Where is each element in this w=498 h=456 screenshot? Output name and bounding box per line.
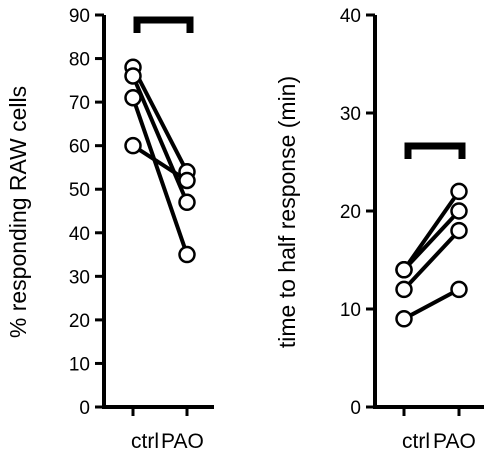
y-tick-label: 80 xyxy=(69,50,90,71)
data-point xyxy=(395,261,413,279)
category-label-pao: PAO xyxy=(433,430,476,453)
y-tick-label: 50 xyxy=(69,180,90,201)
series-line xyxy=(402,190,461,271)
data-point xyxy=(450,221,468,240)
data-point xyxy=(178,171,196,190)
y-tick-label: 30 xyxy=(340,104,361,125)
data-point xyxy=(450,280,468,299)
y-tick-label: 40 xyxy=(340,6,361,27)
series-line xyxy=(402,209,461,272)
data-point xyxy=(395,280,413,299)
y-tick-label: 20 xyxy=(69,311,90,332)
category-label-ctrl: ctrl xyxy=(402,430,430,453)
y-tick-label: 70 xyxy=(69,93,90,114)
series-line xyxy=(131,66,189,173)
data-point xyxy=(395,310,413,328)
data-point xyxy=(124,136,142,155)
series-line xyxy=(131,143,189,183)
data-point xyxy=(178,193,196,212)
y-tick-label: 0 xyxy=(350,398,361,419)
data-point xyxy=(450,202,468,220)
significance-bracket xyxy=(133,16,194,33)
y-axis-title: % responding RAW cells xyxy=(5,86,31,338)
y-tick-label: 10 xyxy=(340,300,361,321)
chart-panel-left: 0 10 20 30 40 50 60 70 80 90 ctrl PAO % responding R… xyxy=(5,6,214,453)
y-tick-label: 10 xyxy=(69,354,90,375)
y-tick-label: 20 xyxy=(340,202,361,223)
y-tick-label: 0 xyxy=(79,398,90,419)
y-tick-label: 90 xyxy=(69,6,90,27)
significance-bracket xyxy=(404,142,466,159)
chart-panel-right: 0 10 20 30 40 ctrl PAO time to half response (m… xyxy=(274,6,484,453)
data-point xyxy=(178,245,196,264)
category-label-pao: PAO xyxy=(161,430,204,453)
series-line xyxy=(403,287,460,321)
y-tick-label: 30 xyxy=(69,267,90,288)
data-point xyxy=(124,89,142,107)
data-point xyxy=(124,67,142,85)
y-tick-label: 40 xyxy=(69,224,90,245)
series-line xyxy=(131,97,189,256)
series-line xyxy=(402,229,461,291)
data-point xyxy=(450,182,468,201)
y-axis-title: time to half response (min) xyxy=(274,76,300,348)
y-tick-label: 60 xyxy=(69,137,90,158)
category-label-ctrl: ctrl xyxy=(131,430,159,453)
series-line xyxy=(131,75,189,204)
